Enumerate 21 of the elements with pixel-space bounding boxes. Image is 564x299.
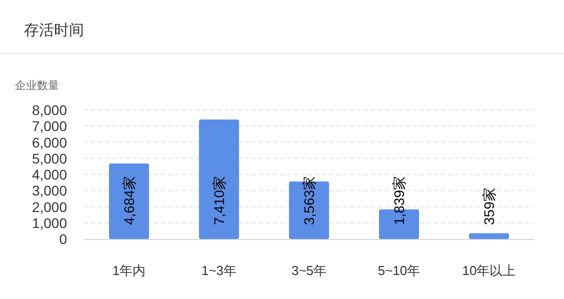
y-tick-label: 2,000 [32,198,68,215]
y-tick-label: 8,000 [32,102,68,118]
data-label: 3,563家 [301,176,317,225]
data-label: 4,684家 [121,176,137,225]
y-tick-label: 4,000 [32,166,68,182]
x-tick-label: 5~10年 [378,263,420,278]
y-tick-label: 1,000 [32,214,68,231]
y-tick-label: 7,000 [32,118,68,134]
y-tick-label: 3,000 [32,182,68,199]
x-tick-label: 3~5年 [291,263,327,278]
data-label: 7,410家 [211,176,227,225]
data-label: 1,839家 [391,176,407,225]
x-tick-label: 1~3年 [201,263,237,278]
y-tick-label: 0 [59,231,68,247]
y-tick-label: 6,000 [32,134,68,150]
title: 存活时间 [24,22,84,39]
x-tick-label: 10年以上 [462,263,516,278]
y-tick-label: 5,000 [32,150,68,166]
x-tick-label: 1年内 [112,263,146,278]
data-label: 359家 [481,188,497,225]
ylabel: 企业数量 [15,80,59,92]
